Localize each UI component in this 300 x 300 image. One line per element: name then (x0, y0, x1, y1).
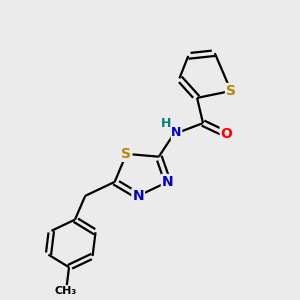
Text: S: S (122, 147, 131, 161)
Text: O: O (220, 127, 232, 141)
Text: N: N (132, 189, 144, 203)
Text: H: H (161, 117, 171, 130)
Text: CH₃: CH₃ (55, 286, 77, 296)
Text: N: N (162, 175, 173, 189)
Text: N: N (171, 126, 182, 140)
Text: S: S (226, 84, 236, 98)
